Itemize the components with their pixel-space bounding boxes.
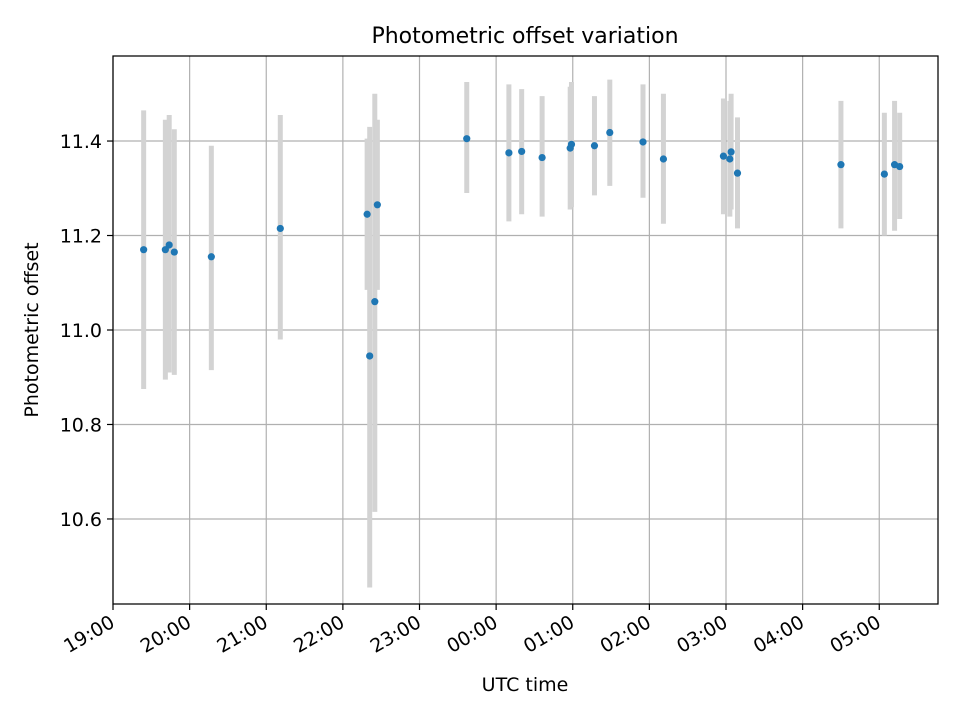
data-point [505, 149, 513, 157]
data-point [518, 147, 526, 156]
data-point [463, 135, 471, 143]
data-point [165, 241, 173, 249]
data-point [659, 155, 668, 163]
y-tick-label: 11.2 [60, 226, 102, 248]
y-tick-label: 10.6 [60, 509, 102, 531]
data-point [567, 140, 576, 148]
data-point [366, 352, 374, 360]
grid-lines [112, 56, 938, 604]
data-point [538, 153, 546, 162]
data-point [733, 169, 742, 177]
y-tick-label: 11.4 [60, 131, 102, 153]
data-point [726, 155, 734, 163]
data-point [719, 152, 728, 160]
data-points [140, 128, 904, 360]
data-point [837, 161, 845, 169]
data-point [207, 253, 215, 261]
data-point [896, 162, 904, 171]
data-point [727, 148, 735, 156]
chart-title: Photometric offset variation [371, 24, 678, 49]
x-axis-label: UTC time [482, 674, 569, 696]
y-tick-label: 10.8 [60, 414, 102, 436]
data-point [606, 128, 614, 137]
data-point [373, 201, 381, 209]
data-point [639, 138, 647, 146]
data-point [140, 246, 148, 254]
y-tick-label: 11.0 [60, 320, 102, 342]
y-axis-ticks: 10.6 10.8 11.0 11.2 11.4 [60, 131, 113, 531]
data-point [371, 298, 379, 306]
data-point [363, 210, 371, 218]
y-axis-label: Photometric offset [21, 242, 43, 417]
data-point [590, 142, 599, 150]
data-point [880, 170, 888, 178]
data-point [170, 248, 178, 256]
data-point [276, 224, 284, 233]
